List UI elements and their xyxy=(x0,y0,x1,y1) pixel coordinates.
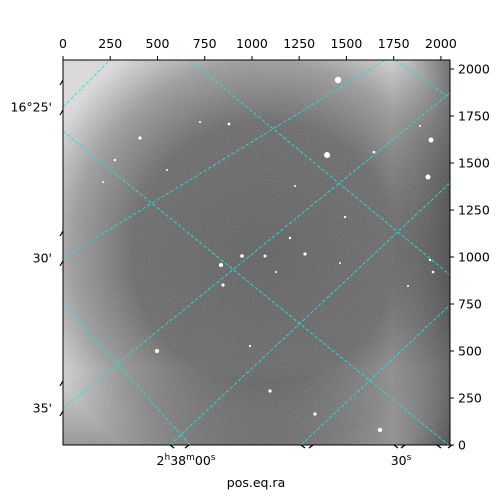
star xyxy=(428,137,434,143)
ra-tick-label: 2h38m00s xyxy=(157,453,216,468)
star xyxy=(407,285,409,287)
star xyxy=(263,254,267,258)
top-tick-label: 1000 xyxy=(236,36,268,51)
grid-line xyxy=(63,130,450,445)
dec-axis: 16°25' 30' 35' xyxy=(11,79,64,417)
sky-image xyxy=(63,60,450,445)
right-tick-label: 1000 xyxy=(458,250,490,265)
ra-axis: 2h38m00s 30s xyxy=(157,444,453,468)
top-tick-label: 1500 xyxy=(331,36,363,51)
star xyxy=(425,174,431,180)
ra-tick xyxy=(393,444,399,449)
star xyxy=(324,152,330,158)
top-tick-label: 750 xyxy=(193,36,217,51)
star xyxy=(219,263,223,267)
star xyxy=(334,76,342,84)
dec-tick xyxy=(59,260,64,267)
ra-tick xyxy=(169,444,175,449)
right-tick-label: 2000 xyxy=(458,62,490,77)
star xyxy=(268,389,272,393)
star xyxy=(377,427,383,433)
star xyxy=(155,349,159,353)
star xyxy=(240,254,244,258)
star xyxy=(221,283,225,287)
right-tick-label: 500 xyxy=(458,344,482,359)
ra-tick xyxy=(300,444,306,449)
right-tick-label: 1250 xyxy=(458,203,490,218)
grid-line xyxy=(300,304,450,445)
star xyxy=(227,122,231,126)
right-tick-label: 250 xyxy=(458,391,482,406)
grid-line xyxy=(63,302,191,445)
top-tick-label: 1750 xyxy=(378,36,410,51)
star xyxy=(372,150,376,154)
ra-tick xyxy=(184,444,190,449)
star xyxy=(343,215,347,219)
dec-tick xyxy=(59,230,64,237)
star xyxy=(113,158,117,162)
grid-line xyxy=(189,60,450,276)
top-tick-label: 1250 xyxy=(283,36,315,51)
top-tick-label: 500 xyxy=(146,36,170,51)
top-tick-label: 250 xyxy=(98,36,122,51)
star xyxy=(138,136,142,140)
ra-tick xyxy=(308,444,314,449)
top-tick-label: 0 xyxy=(59,36,67,51)
grid-line xyxy=(169,182,450,445)
dec-tick xyxy=(59,410,64,417)
star xyxy=(431,270,435,274)
right-tick-label: 0 xyxy=(458,438,466,453)
ra-tick-label: 30s xyxy=(391,453,412,468)
star xyxy=(294,185,296,187)
x-axis-title: pos.eq.ra xyxy=(227,475,285,490)
star xyxy=(102,181,104,183)
star xyxy=(419,125,421,127)
star xyxy=(428,258,432,262)
star xyxy=(248,344,252,348)
plot-frame xyxy=(62,59,451,446)
right-tick-label: 1750 xyxy=(458,109,490,124)
star xyxy=(313,412,317,416)
star xyxy=(275,271,277,273)
star xyxy=(339,262,341,264)
dec-tick xyxy=(59,79,64,86)
dec-tick-label: 35' xyxy=(33,401,52,416)
ra-tick xyxy=(436,444,442,449)
ra-tick xyxy=(400,444,406,449)
ra-tick xyxy=(447,444,453,449)
star xyxy=(303,252,307,256)
grid-line xyxy=(394,60,450,99)
top-pixel-axis: 0 250 500 750 1000 1250 1500 1750 2000 xyxy=(59,36,457,60)
star xyxy=(166,169,168,171)
star xyxy=(288,236,292,240)
dec-tick xyxy=(59,380,64,387)
star-field xyxy=(102,76,435,433)
star xyxy=(199,121,201,123)
top-tick-label: 2000 xyxy=(425,36,457,51)
grid-line xyxy=(63,60,111,108)
coordinate-grid xyxy=(63,60,450,445)
grid-line xyxy=(63,60,386,259)
right-tick-label: 750 xyxy=(458,297,482,312)
dec-tick-label: 30' xyxy=(33,251,52,266)
dec-tick xyxy=(59,109,64,116)
right-pixel-axis: 0 250 500 750 1000 1250 1500 1750 2000 xyxy=(450,62,490,453)
grid-line xyxy=(63,92,450,409)
dec-tick-label: 16°25' xyxy=(11,100,53,115)
right-tick-label: 1500 xyxy=(458,156,490,171)
